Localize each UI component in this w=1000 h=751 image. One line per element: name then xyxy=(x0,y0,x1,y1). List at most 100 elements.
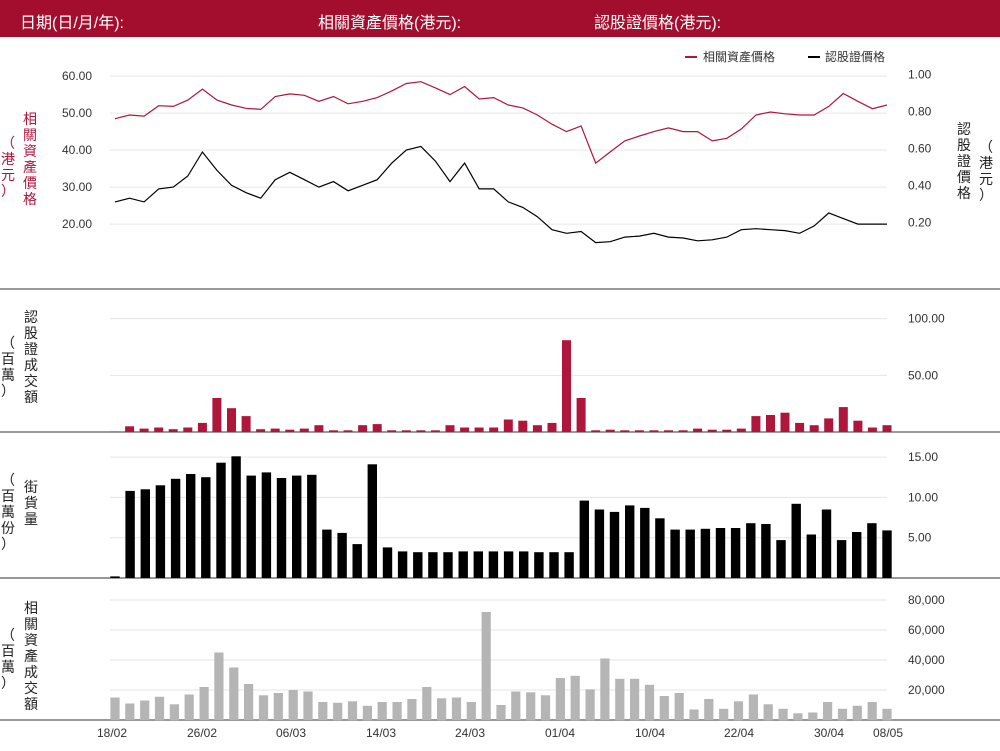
x-tick-label: 14/03 xyxy=(366,726,396,740)
undefined-bar xyxy=(261,472,272,578)
undefined-bar xyxy=(292,475,302,578)
undefined-bar xyxy=(299,428,309,432)
undefined-bar xyxy=(322,529,332,578)
y-right-tick-label: 0.40 xyxy=(908,178,932,192)
x-tick-label: 10/04 xyxy=(635,726,665,740)
undefined-bar xyxy=(270,428,280,432)
undefined-bar xyxy=(387,430,397,432)
undefined-bar xyxy=(273,693,283,720)
undefined-bar xyxy=(201,477,211,578)
undefined-bar xyxy=(241,416,251,432)
undefined-bar xyxy=(837,708,848,721)
undefined-bar xyxy=(761,524,771,578)
undefined-bar xyxy=(307,474,317,578)
x-tick-label: 08/05 xyxy=(873,726,903,740)
undefined-bar xyxy=(110,697,120,720)
undefined-bar xyxy=(659,696,669,720)
undefined-bar xyxy=(534,552,544,578)
undefined-bar xyxy=(730,528,741,578)
undefined-bar xyxy=(183,427,193,432)
warrant-turnover-axis-unit: （百萬） xyxy=(1,335,15,399)
x-tick-label: 22/04 xyxy=(724,726,754,740)
undefined-bar xyxy=(372,424,382,432)
undefined-bar xyxy=(823,702,833,720)
undefined-bar xyxy=(343,430,353,432)
undefined-bar xyxy=(852,705,862,721)
undefined-bar xyxy=(640,507,650,578)
undefined-bar xyxy=(707,429,717,432)
undefined-bar xyxy=(649,430,659,432)
undefined-bar xyxy=(780,412,790,432)
undefined-bar xyxy=(140,700,150,720)
x-tick-label: 24/03 xyxy=(455,726,485,740)
y-right-axis-label: 認股證價格 xyxy=(957,121,971,201)
undefined-bar xyxy=(214,652,224,720)
undefined-bar xyxy=(630,678,640,721)
x-tick-label: 01/04 xyxy=(545,726,575,740)
undefined-bar xyxy=(303,691,313,720)
undefined-bar xyxy=(733,701,744,721)
undefined-bar xyxy=(288,690,298,720)
x-tick-label: 30/04 xyxy=(814,726,844,740)
undefined-bar xyxy=(430,430,440,432)
undefined-bar xyxy=(853,420,863,432)
undefined-bar xyxy=(318,702,328,720)
undefined-bar xyxy=(746,523,756,578)
undefined-bar xyxy=(197,422,207,432)
x-tick-label: 18/02 xyxy=(97,726,127,740)
undefined-bar xyxy=(347,701,358,721)
outstanding-axis-label: 街貨量 xyxy=(24,479,38,527)
undefined-bar xyxy=(258,695,269,721)
undefined-bar xyxy=(576,398,586,432)
undefined-bar xyxy=(778,708,788,721)
undefined-bar xyxy=(451,697,462,720)
undefined-tick-label: 40,000 xyxy=(908,653,945,667)
undefined-bar xyxy=(555,678,565,720)
undefined-bar xyxy=(700,528,711,578)
undefined-bar xyxy=(337,532,347,578)
undefined-bar xyxy=(664,430,673,432)
warrant-price-line xyxy=(114,145,887,244)
undefined-bar xyxy=(763,704,773,721)
undefined-bar xyxy=(466,702,476,720)
undefined-bar xyxy=(511,691,521,720)
undefined-bar xyxy=(503,419,513,432)
undefined-bar xyxy=(678,430,688,432)
undefined-bar xyxy=(186,474,196,578)
undefined-tick-label: 10.00 xyxy=(908,490,938,504)
undefined-bar xyxy=(110,431,120,432)
undefined-bar xyxy=(231,456,241,578)
undefined-bar xyxy=(489,427,499,432)
undefined-bar xyxy=(808,712,818,720)
warrant-turnover-axis-label: 認股證成交額 xyxy=(24,309,38,405)
undefined-tick-label: 5.00 xyxy=(908,531,932,545)
undefined-bar xyxy=(793,713,803,721)
undefined-bar xyxy=(751,416,761,432)
undefined-bar xyxy=(719,708,729,721)
y-left-axis-label: 相關資產價格 xyxy=(23,111,37,207)
outstanding-axis-unit: （百萬份） xyxy=(1,472,15,552)
underlying-price-line xyxy=(114,81,888,165)
undefined-bar xyxy=(168,429,178,432)
undefined-bar xyxy=(170,478,181,578)
undefined-bar xyxy=(549,552,559,578)
legend-warrant-label: 認股證價格 xyxy=(825,49,885,64)
undefined-bar xyxy=(838,407,848,432)
undefined-bar xyxy=(140,489,150,578)
y-right-tick-label: 0.60 xyxy=(908,141,932,155)
y-left-tick-label: 50.00 xyxy=(62,106,92,120)
undefined-bar xyxy=(428,552,438,578)
undefined-tick-label: 50.00 xyxy=(908,368,938,382)
undefined-bar xyxy=(715,528,726,578)
header-bar: 日期(日/月/年): 相關資產價格(港元): 認股證價格(港元): xyxy=(0,0,1000,37)
undefined-bar xyxy=(809,425,819,432)
undefined-bar xyxy=(867,702,877,720)
y-right-axis-unit: （港元） xyxy=(979,139,993,203)
underlying-turnover-axis-label: 相關資產成交額 xyxy=(24,600,38,712)
undefined-bar xyxy=(474,427,484,432)
undefined-tick-label: 20,000 xyxy=(908,683,945,697)
undefined-bar xyxy=(882,708,892,721)
undefined-bar xyxy=(852,532,862,578)
undefined-bar xyxy=(139,428,149,432)
